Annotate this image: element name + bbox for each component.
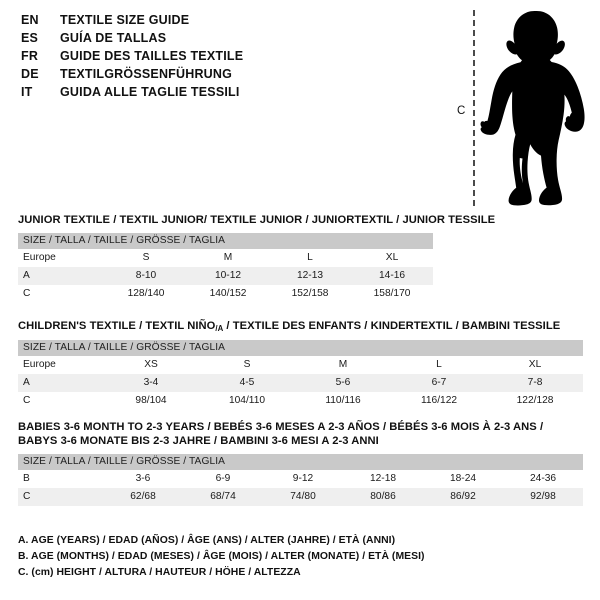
cell-value: 4-5 (199, 374, 295, 392)
cell-value: 12-13 (269, 267, 351, 285)
language-row: IT GUIDA ALLE TAGLIE TESSILI (21, 85, 421, 103)
cell-value: 18-24 (423, 470, 503, 488)
table-row: SIZE / TALLA / TAILLE / GRÖSSE / TAGLIA (18, 233, 434, 249)
table-row: C 62/68 68/74 74/80 80/86 86/92 92/98 (18, 488, 584, 506)
size-band-label-babies: SIZE / TALLA / TAILLE / GRÖSSE / TAGLIA (18, 454, 584, 470)
cell-value: 3-6 (103, 470, 183, 488)
cell-value: 92/98 (503, 488, 584, 506)
table-row: A 8-10 10-12 12-13 14-16 (18, 267, 434, 285)
cell-value: 8-10 (105, 267, 187, 285)
language-label-es: GUÍA DE TALLAS (60, 31, 167, 45)
cell-value: 7-8 (487, 374, 584, 392)
cell-value: 14-16 (351, 267, 434, 285)
cell-value: M (295, 356, 391, 374)
language-row: FR GUIDE DES TAILLES TEXTILE (21, 49, 421, 67)
language-code-fr: FR (21, 49, 39, 63)
cell-value: L (391, 356, 487, 374)
section-title-babies-line2: BABYS 3-6 MONATE BIS 2-3 JAHRE / BAMBINI… (18, 435, 379, 447)
table-babies-sizes: SIZE / TALLA / TAILLE / GRÖSSE / TAGLIA … (18, 454, 584, 506)
table-row: Europe S M L XL (18, 249, 434, 267)
cell-value: M (187, 249, 269, 267)
cell-value: 3-4 (103, 374, 199, 392)
language-row: ES GUÍA DE TALLAS (21, 31, 421, 49)
language-code-it: IT (21, 85, 33, 99)
language-label-de: TEXTILGRÖSSENFÜHRUNG (60, 67, 233, 81)
row-label-b: B (18, 470, 103, 488)
toddler-silhouette-icon (480, 11, 585, 206)
cell-value: 158/170 (351, 285, 434, 303)
row-label-c: C (18, 392, 103, 410)
cell-value: 98/104 (103, 392, 199, 410)
cell-value: S (199, 356, 295, 374)
cell-value: 116/122 (391, 392, 487, 410)
height-measure-illustration: C (440, 8, 600, 208)
section-junior-textile: JUNIOR TEXTILE / TEXTIL JUNIOR/ TEXTILE … (18, 213, 495, 303)
table-row: A 3-4 4-5 5-6 6-7 7-8 (18, 374, 584, 392)
cell-value: 9-12 (263, 470, 343, 488)
cell-value: 6-9 (183, 470, 263, 488)
cell-value: 110/116 (295, 392, 391, 410)
section-babies-textile: BABIES 3-6 MONTH TO 2-3 YEARS / BEBÉS 3-… (18, 420, 584, 506)
section-title-babies-line1: BABIES 3-6 MONTH TO 2-3 YEARS / BEBÉS 3-… (18, 421, 544, 433)
row-label-c: C (18, 285, 105, 303)
table-row: B 3-6 6-9 9-12 12-18 18-24 24-36 (18, 470, 584, 488)
table-row: Europe XS S M L XL (18, 356, 584, 374)
cell-value: L (269, 249, 351, 267)
row-label-a: A (18, 374, 103, 392)
cell-value: S (105, 249, 187, 267)
size-band-label-children: SIZE / TALLA / TAILLE / GRÖSSE / TAGLIA (18, 340, 584, 356)
section-title-junior: JUNIOR TEXTILE / TEXTIL JUNIOR/ TEXTILE … (18, 214, 496, 226)
row-label-c: C (18, 488, 103, 506)
cell-value: 62/68 (103, 488, 183, 506)
cell-value: 104/110 (199, 392, 295, 410)
section-title-children-pre: CHILDREN'S TEXTILE / TEXTIL NIÑO (18, 320, 216, 332)
language-code-en: EN (21, 13, 39, 27)
section-title-children: CHILDREN'S TEXTILE / TEXTIL NIÑO/A / TEX… (18, 319, 583, 334)
section-title-children-post: / TEXTILE DES ENFANTS / KINDERTEXTIL / B… (223, 320, 561, 332)
table-row: SIZE / TALLA / TAILLE / GRÖSSE / TAGLIA (18, 454, 584, 470)
language-legend: EN TEXTILE SIZE GUIDE ES GUÍA DE TALLAS … (21, 13, 421, 103)
cell-value: 6-7 (391, 374, 487, 392)
table-row: C 128/140 140/152 152/158 158/170 (18, 285, 434, 303)
cell-value: 5-6 (295, 374, 391, 392)
legend-line-b: B. AGE (MONTHS) / EDAD (MESES) / ÂGE (MO… (18, 551, 425, 562)
cell-value: 12-18 (343, 470, 423, 488)
row-label-europe: Europe (18, 249, 105, 267)
language-label-fr: GUIDE DES TAILLES TEXTILE (60, 49, 244, 63)
cell-value: 152/158 (269, 285, 351, 303)
cell-value: 122/128 (487, 392, 584, 410)
section-childrens-textile: CHILDREN'S TEXTILE / TEXTIL NIÑO/A / TEX… (18, 319, 584, 410)
language-code-es: ES (21, 31, 39, 45)
cell-value: 128/140 (105, 285, 187, 303)
height-measure-label: C (457, 105, 466, 117)
height-dashed-line (473, 10, 475, 206)
language-code-de: DE (21, 67, 39, 81)
cell-value: XS (103, 356, 199, 374)
cell-value: 80/86 (343, 488, 423, 506)
cell-value: 24-36 (503, 470, 584, 488)
cell-value: 140/152 (187, 285, 269, 303)
table-row: C 98/104 104/110 110/116 116/122 122/128 (18, 392, 584, 410)
size-band-label-junior: SIZE / TALLA / TAILLE / GRÖSSE / TAGLIA (18, 233, 434, 249)
cell-value: 68/74 (183, 488, 263, 506)
language-row: DE TEXTILGRÖSSENFÜHRUNG (21, 67, 421, 85)
cell-value: 74/80 (263, 488, 343, 506)
table-children-sizes: SIZE / TALLA / TAILLE / GRÖSSE / TAGLIA … (18, 340, 584, 410)
language-row: EN TEXTILE SIZE GUIDE (21, 13, 421, 31)
row-label-a: A (18, 267, 105, 285)
cell-value: XL (351, 249, 434, 267)
table-junior-sizes: SIZE / TALLA / TAILLE / GRÖSSE / TAGLIA … (18, 233, 434, 303)
table-row: SIZE / TALLA / TAILLE / GRÖSSE / TAGLIA (18, 340, 584, 356)
language-label-en: TEXTILE SIZE GUIDE (60, 13, 190, 27)
row-label-europe: Europe (18, 356, 103, 374)
measurement-key-legend: A. AGE (YEARS) / EDAD (AÑOS) / ÂGE (ANS)… (18, 533, 425, 581)
section-title-children-sub: /A (215, 324, 224, 333)
cell-value: 86/92 (423, 488, 503, 506)
legend-line-c: C. (cm) HEIGHT / ALTURA / HAUTEUR / HÖHE… (18, 567, 301, 578)
cell-value: 10-12 (187, 267, 269, 285)
cell-value: XL (487, 356, 584, 374)
legend-line-a: A. AGE (YEARS) / EDAD (AÑOS) / ÂGE (ANS)… (18, 535, 396, 546)
language-label-it: GUIDA ALLE TAGLIE TESSILI (60, 85, 240, 99)
